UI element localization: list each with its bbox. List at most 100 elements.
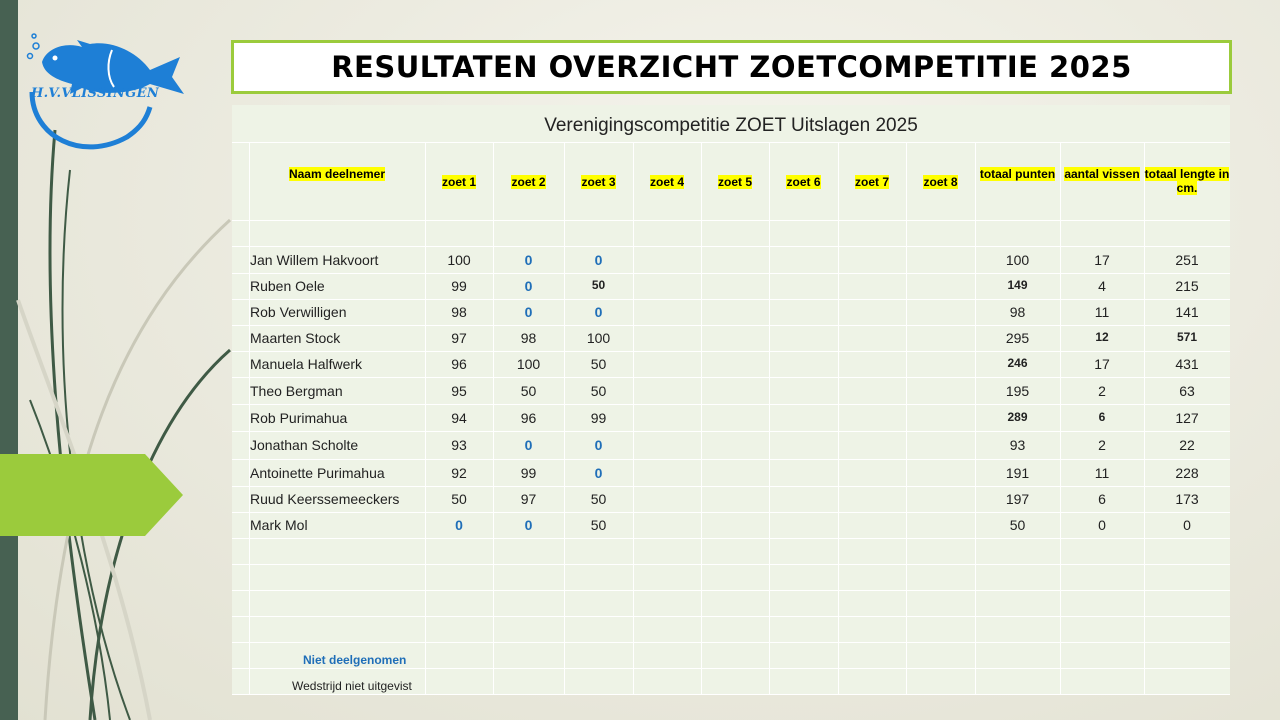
participant-name: Manuela Halfwerk <box>250 356 363 372</box>
score-cell: 98 <box>520 330 537 346</box>
grid-line-vertical <box>701 142 702 694</box>
grid-line-horizontal <box>232 459 1230 460</box>
column-header: zoet 3 <box>564 175 633 189</box>
grid-line-horizontal <box>232 668 1230 669</box>
score-cell: 93 <box>1009 437 1026 453</box>
slide-title: RESULTATEN OVERZICHT ZOETCOMPETITIE 2025 <box>331 50 1132 84</box>
grid-line-vertical <box>564 142 565 694</box>
grid-line-horizontal <box>232 142 1230 143</box>
score-cell: 295 <box>1005 330 1030 346</box>
score-cell: 0 <box>594 437 603 453</box>
grid-line-horizontal <box>232 512 1230 513</box>
score-cell: 6 <box>1098 491 1106 507</box>
score-cell: 0 <box>594 251 603 268</box>
slide-title-box: RESULTATEN OVERZICHT ZOETCOMPETITIE 2025 <box>231 40 1232 94</box>
column-header-label: zoet 1 <box>441 175 476 189</box>
score-cell: 0 <box>1183 517 1191 533</box>
score-cell: 97 <box>451 330 467 346</box>
column-header: zoet 5 <box>701 175 769 189</box>
column-header: zoet 4 <box>633 175 701 189</box>
grid-line-vertical <box>493 142 494 694</box>
score-cell: 17 <box>1094 356 1110 372</box>
club-logo <box>26 33 184 150</box>
score-cell: 251 <box>1175 251 1199 268</box>
left-accent-bar <box>0 0 18 720</box>
green-arrow-tab <box>0 454 183 536</box>
score-cell: 0 <box>594 304 603 320</box>
grid-line-horizontal <box>232 538 1230 539</box>
grid-line-horizontal <box>232 642 1230 643</box>
column-header-label: totaal lengte in cm. <box>1144 167 1230 195</box>
score-cell: 431 <box>1175 356 1199 372</box>
results-table: Verenigingscompetitie ZOET Uitslagen 202… <box>232 105 1230 695</box>
grid-line-horizontal <box>232 431 1230 432</box>
column-header: totaal punten <box>975 167 1060 181</box>
participant-name: Ruben Oele <box>250 278 325 294</box>
score-cell: 0 <box>524 304 533 320</box>
column-header-label: zoet 5 <box>717 175 752 189</box>
legend-not-participated: Niet deelgenomen <box>303 653 407 667</box>
grid-line-vertical <box>1060 142 1061 694</box>
score-cell: 191 <box>1005 464 1030 481</box>
logo-text: H.V.VLISSINGEN <box>31 86 160 101</box>
score-cell: 50 <box>591 278 606 292</box>
grid-line-horizontal <box>232 564 1230 565</box>
score-cell: 0 <box>455 517 463 533</box>
score-cell: 215 <box>1175 278 1199 294</box>
score-cell: 195 <box>1005 382 1030 399</box>
score-cell: 0 <box>524 278 533 294</box>
score-cell: 99 <box>451 278 467 294</box>
column-header: zoet 2 <box>493 175 564 189</box>
score-cell: 98 <box>1009 304 1026 320</box>
column-header-label: zoet 7 <box>854 175 889 189</box>
column-header: totaal lengte in cm. <box>1144 167 1230 195</box>
score-cell: 97 <box>520 491 537 507</box>
score-cell: 22 <box>1179 437 1195 453</box>
score-cell: 127 <box>1175 409 1199 426</box>
participant-name: Jan Willem Hakvoort <box>250 251 379 268</box>
score-cell: 100 <box>516 356 541 372</box>
participant-name: Theo Bergman <box>250 382 343 399</box>
score-cell: 100 <box>447 251 471 268</box>
score-cell: 99 <box>590 409 607 426</box>
grid-line-horizontal <box>232 325 1230 326</box>
grid-line-horizontal <box>232 616 1230 617</box>
column-header-label: totaal punten <box>979 167 1056 181</box>
column-header-label: zoet 8 <box>923 175 958 189</box>
score-cell: 228 <box>1175 464 1199 481</box>
score-cell: 289 <box>1007 409 1028 424</box>
score-cell: 0 <box>524 251 533 268</box>
grid-line-vertical <box>906 142 907 694</box>
score-cell: 2 <box>1098 382 1106 399</box>
grid-line-horizontal <box>232 299 1230 300</box>
grid-line-vertical <box>1144 142 1145 694</box>
score-cell: 12 <box>1095 330 1109 344</box>
column-header: zoet 1 <box>425 175 493 189</box>
column-header: zoet 8 <box>906 175 975 189</box>
grid-line-vertical <box>769 142 770 694</box>
score-cell: 50 <box>451 491 467 507</box>
score-cell: 571 <box>1176 330 1198 344</box>
column-header-label: Naam deelnemer <box>288 167 386 181</box>
grid-line-vertical <box>633 142 634 694</box>
score-cell: 50 <box>1009 517 1026 533</box>
grid-line-horizontal <box>232 377 1230 378</box>
participant-name: Rob Purimahua <box>250 409 348 426</box>
column-header-label: aantal vissen <box>1064 167 1140 181</box>
grid-line-horizontal <box>232 246 1230 247</box>
column-header: zoet 7 <box>838 175 906 189</box>
score-cell: 50 <box>590 356 607 372</box>
grid-line-horizontal <box>232 486 1230 487</box>
score-cell: 96 <box>451 356 467 372</box>
grid-line-horizontal <box>232 694 1230 695</box>
participant-name: Rob Verwilligen <box>250 304 347 320</box>
participant-name: Antoinette Purimahua <box>250 464 385 481</box>
column-header-label: zoet 3 <box>581 175 616 189</box>
score-cell: 173 <box>1175 491 1199 507</box>
score-cell: 11 <box>1094 304 1110 320</box>
score-cell: 95 <box>451 382 467 399</box>
grid-line-vertical <box>838 142 839 694</box>
score-cell: 2 <box>1098 437 1106 453</box>
score-cell: 0 <box>1098 517 1106 533</box>
grid-line-vertical <box>975 142 976 694</box>
